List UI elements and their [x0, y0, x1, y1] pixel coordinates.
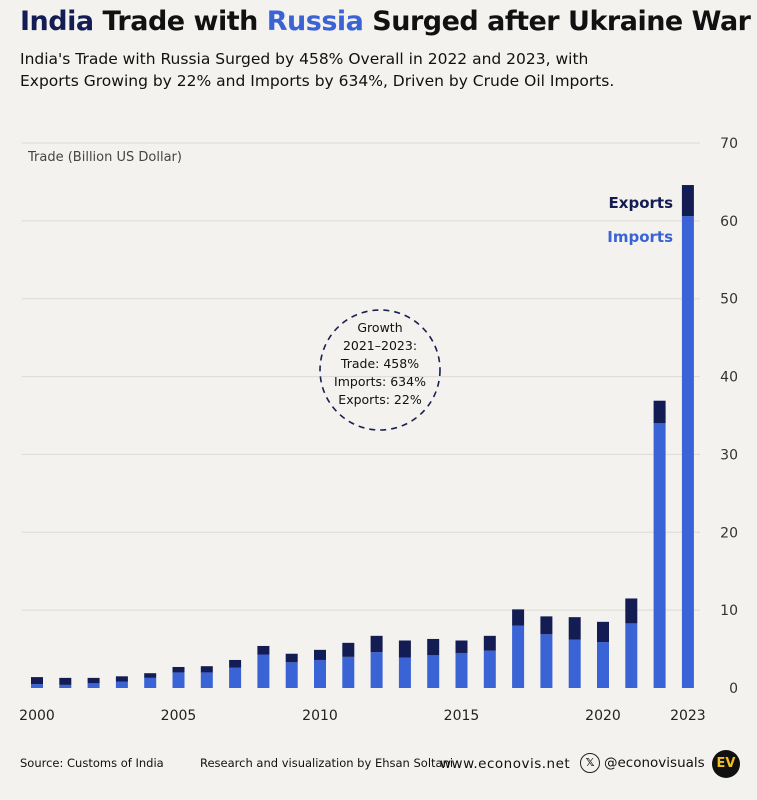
- bar-exports-2003: [115, 676, 128, 682]
- chart-subtitle: India's Trade with Russia Surged by 458%…: [20, 48, 740, 92]
- bar-imports-2004: [144, 677, 157, 688]
- annotation-line-2: 2021–2023:: [343, 338, 417, 353]
- annotation-line-1: Growth: [357, 320, 402, 335]
- x-tick-label: 2020: [585, 708, 621, 724]
- bar-exports-2019: [568, 617, 581, 640]
- bar-imports-2009: [285, 662, 298, 688]
- bar-imports-2010: [314, 659, 326, 688]
- x-tick-label: 2005: [161, 708, 197, 724]
- bar-exports-2000: [31, 677, 43, 685]
- y-tick-label: 40: [720, 370, 738, 386]
- bar-imports-2019: [568, 639, 581, 688]
- x-tick-label: 2010: [302, 708, 338, 724]
- ev-logo: EV: [712, 750, 740, 778]
- grid-lines: [22, 142, 700, 611]
- y-tick-label: 60: [720, 214, 738, 230]
- legend: Exports Imports: [607, 194, 673, 246]
- x-tick-label: 2000: [19, 708, 55, 724]
- annotation-circle: [319, 309, 441, 431]
- bar-imports-2021: [625, 623, 638, 688]
- y-axis-ticks: 0 10 20 30 40 50 60 70: [720, 136, 738, 697]
- y-axis-label: Trade (Billion US Dollar): [27, 150, 182, 165]
- bar-imports-2016: [483, 650, 496, 688]
- x-axis-ticks: 2000 2005 2010 2015 2020 2023: [19, 708, 706, 724]
- bar-imports-2018: [540, 634, 553, 688]
- y-tick-label: 0: [729, 681, 738, 697]
- bar-exports-2004: [144, 673, 157, 678]
- bars: [31, 185, 694, 688]
- y-tick-label: 50: [720, 292, 738, 308]
- bar-exports-2016: [483, 635, 496, 651]
- bar-imports-2006: [200, 672, 213, 688]
- footer-handle-text: @econovisuals: [604, 755, 705, 771]
- bar-exports-2006: [200, 666, 213, 673]
- bar-imports-2011: [342, 656, 355, 688]
- bar-imports-2022: [653, 423, 666, 688]
- trade-bar-chart: 0 10 20 30 40 50 60 70 Trade (Billion US Dollar…: [19, 136, 738, 724]
- bar-exports-2010: [314, 649, 326, 660]
- y-tick-label: 20: [720, 525, 738, 541]
- bar-exports-2012: [370, 635, 383, 653]
- chart-title: India Trade with Russia Surged after Ukr…: [20, 6, 751, 37]
- bar-imports-2002: [87, 683, 100, 688]
- bar-exports-2020: [597, 621, 609, 643]
- bar-exports-2009: [285, 653, 298, 663]
- footer-site-link[interactable]: www.econovis.net: [440, 756, 571, 772]
- bar-exports-2002: [87, 677, 100, 684]
- bar-imports-2008: [257, 654, 270, 688]
- annotation-line-4: Imports: 634%: [334, 374, 426, 389]
- bar-imports-2017: [512, 625, 525, 688]
- bar-imports-2007: [229, 667, 242, 688]
- y-tick-label: 70: [720, 136, 738, 152]
- growth-annotation: Growth 2021–2023: Trade: 458% Imports: 634%…: [319, 309, 441, 431]
- legend-imports: Imports: [607, 228, 673, 246]
- bar-imports-2000: [31, 684, 43, 688]
- bar-exports-2008: [257, 645, 270, 655]
- title-end: Surged after Ukraine War: [363, 6, 751, 37]
- bar-exports-2015: [455, 640, 468, 653]
- bar-exports-2011: [342, 642, 355, 657]
- bar-imports-2003: [115, 681, 128, 688]
- bar-imports-2001: [59, 684, 72, 688]
- bar-exports-2001: [59, 677, 72, 685]
- bar-exports-2014: [427, 638, 440, 656]
- bar-imports-2012: [370, 652, 383, 688]
- x-logo-icon: 𝕏: [580, 753, 600, 773]
- annotation-line-5: Exports: 22%: [338, 392, 422, 407]
- bar-imports-2015: [455, 652, 468, 688]
- subtitle-line-1: India's Trade with Russia Surged by 458%…: [20, 50, 589, 68]
- bar-imports-2014: [427, 655, 440, 688]
- y-tick-label: 10: [720, 603, 738, 619]
- bar-exports-2018: [540, 616, 553, 635]
- title-mid: Trade with: [93, 6, 267, 37]
- title-russia: Russia: [266, 6, 364, 37]
- subtitle-line-2: Exports Growing by 22% and Imports by 63…: [20, 72, 615, 90]
- legend-exports: Exports: [609, 194, 674, 212]
- title-india: India: [20, 6, 94, 37]
- bar-exports-2021: [625, 598, 638, 624]
- bar-imports-2013: [398, 657, 411, 688]
- bar-imports-2020: [597, 642, 609, 688]
- bar-imports-2005: [172, 672, 185, 688]
- footer-source: Source: Customs of India: [20, 756, 164, 770]
- annotation-line-3: Trade: 458%: [340, 356, 419, 371]
- bar-imports-2023: [681, 216, 694, 688]
- y-tick-label: 30: [720, 447, 738, 463]
- bar-exports-2022: [653, 400, 666, 424]
- footer-credit: Research and visualization by Ehsan Solt…: [200, 756, 454, 770]
- bar-exports-2005: [172, 666, 185, 673]
- bar-exports-2017: [512, 609, 525, 626]
- x-tick-label: 2023: [670, 708, 706, 724]
- footer-handle[interactable]: 𝕏 @econovisuals: [580, 753, 705, 773]
- bar-exports-2007: [229, 659, 242, 668]
- x-tick-label: 2015: [444, 708, 480, 724]
- bar-exports-2013: [398, 640, 411, 658]
- bar-exports-2023: [681, 185, 694, 217]
